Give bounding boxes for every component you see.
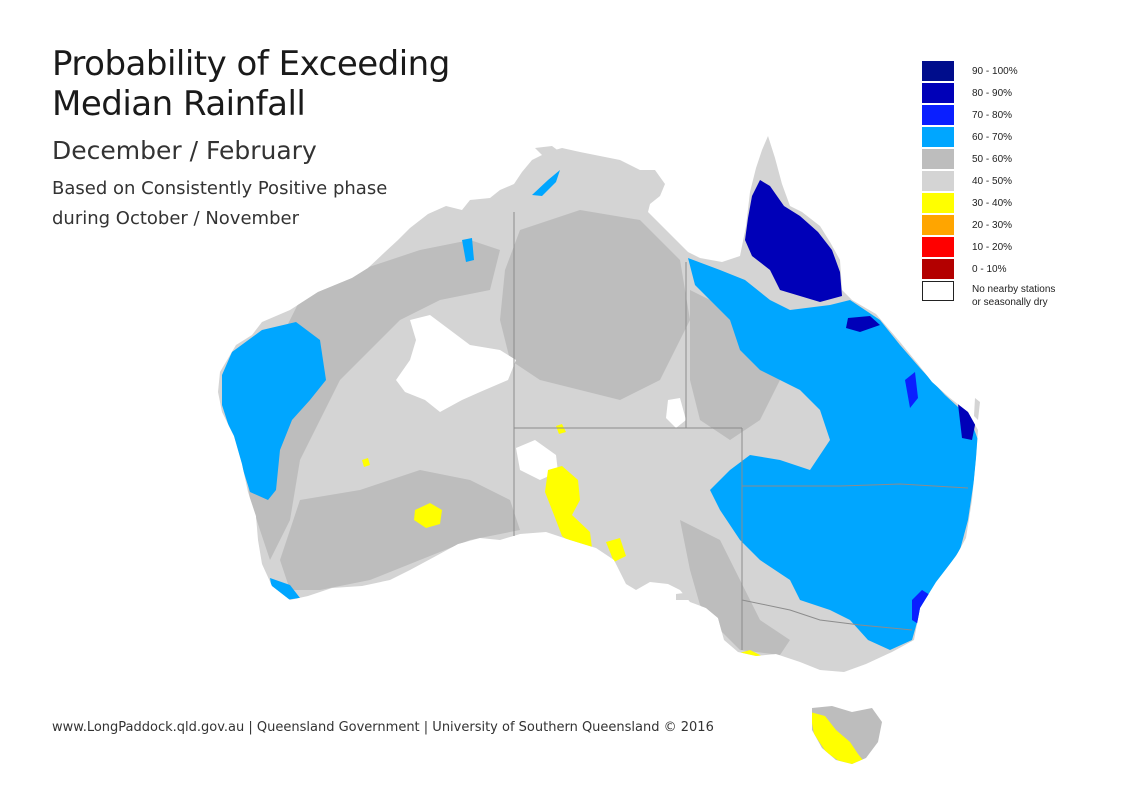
legend-label: 0 - 10% <box>972 264 1007 275</box>
map-note-line-1: Based on Consistently Positive phase <box>52 178 388 199</box>
legend-item-0-10: 0 - 10% <box>922 259 1092 281</box>
zone-60-70-kimberley-spot <box>462 238 474 262</box>
legend-item-80-90: 80 - 90% <box>922 83 1092 105</box>
state-borders <box>513 212 969 650</box>
legend-label: 90 - 100% <box>972 66 1018 77</box>
map-subtitle: December / February <box>52 136 317 165</box>
zone-30-40-sa-spot <box>606 538 626 562</box>
legend-label: 30 - 40% <box>972 198 1013 209</box>
legend-swatch <box>922 149 954 169</box>
zone-50-60-southeast <box>680 520 790 655</box>
zone-60-70-qld-east <box>688 258 978 650</box>
legend-item-50-60: 50 - 60% <box>922 149 1092 171</box>
title-block: Probability of Exceeding Median Rainfall… <box>52 44 450 234</box>
legend-label: 60 - 70% <box>972 132 1013 143</box>
zone-30-40-sa-gulf <box>545 466 592 548</box>
legend-swatch <box>922 127 954 147</box>
mainland <box>218 136 978 672</box>
zone-30-40-wa-spot <box>362 458 370 467</box>
map-title-line-1: Probability of Exceeding <box>52 44 450 84</box>
zone-30-40-tasmania <box>812 712 866 764</box>
legend-swatch <box>922 83 954 103</box>
legend-item-40-50: 40 - 50% <box>922 171 1092 193</box>
legend-swatch <box>922 171 954 191</box>
legend-swatch <box>922 105 954 125</box>
legend-item-70-80: 70 - 80% <box>922 105 1092 127</box>
zone-60-70-nt-top <box>532 170 560 196</box>
footer-credit: www.LongPaddock.qld.gov.au | Queensland … <box>52 720 714 735</box>
legend-label: 80 - 90% <box>972 88 1013 99</box>
zone-no-data-sa <box>516 440 558 480</box>
zone-30-40-wa-interior <box>414 503 442 528</box>
legend-swatch <box>922 237 954 257</box>
legend-label-no-data: No nearby stations or seasonally dry <box>972 283 1055 309</box>
zone-70-80-qld-coast <box>905 372 918 408</box>
legend-swatch <box>922 61 954 81</box>
legend-label: 40 - 50% <box>972 176 1013 187</box>
zone-80-90-qld-mid <box>846 316 880 332</box>
zone-no-data-nt-south <box>666 398 686 428</box>
legend-label: 20 - 30% <box>972 220 1013 231</box>
zone-60-70-wa-coast <box>222 322 326 500</box>
legend-item-10-20: 10 - 20% <box>922 237 1092 259</box>
map-title-line-2: Median Rainfall <box>52 84 306 124</box>
zone-50-60-northwest <box>240 240 500 560</box>
legend-label: 10 - 20% <box>972 242 1013 253</box>
legend-item-20-30: 20 - 30% <box>922 215 1092 237</box>
legend-swatch <box>922 193 954 213</box>
zone-50-60-central <box>500 210 690 400</box>
legend-item-90-100: 90 - 100% <box>922 61 1092 83</box>
zone-no-data-wa-interior <box>396 315 516 412</box>
legend-label-no-data-line2: or seasonally dry <box>972 297 1048 308</box>
island-kangaroo <box>676 592 692 600</box>
legend-swatch <box>922 259 954 279</box>
tasmania <box>812 706 882 764</box>
zone-30-40-nt-spot <box>556 424 566 434</box>
legend-swatch <box>922 215 954 235</box>
legend-swatch <box>922 281 954 301</box>
border-nsw-vic <box>741 599 913 631</box>
island-fraser <box>974 398 980 420</box>
legend-label: 70 - 80% <box>972 110 1013 121</box>
legend-item-no-data: No nearby stations or seasonally dry <box>922 281 1092 311</box>
legend-item-30-40: 30 - 40% <box>922 193 1092 215</box>
zone-80-90-cape-york <box>745 180 842 302</box>
zone-50-60-south-west <box>280 470 520 590</box>
zone-60-70-sw-tip <box>270 578 300 600</box>
legend-item-60-70: 60 - 70% <box>922 127 1092 149</box>
map-note-line-2: during October / November <box>52 208 299 229</box>
legend-label: 50 - 60% <box>972 154 1013 165</box>
zone-50-60-qld-inland <box>690 290 780 440</box>
island-tiwi <box>535 146 560 158</box>
border-qld-nsw <box>742 483 969 489</box>
legend-label-no-data-line1: No nearby stations <box>972 284 1056 295</box>
islands <box>535 146 980 600</box>
